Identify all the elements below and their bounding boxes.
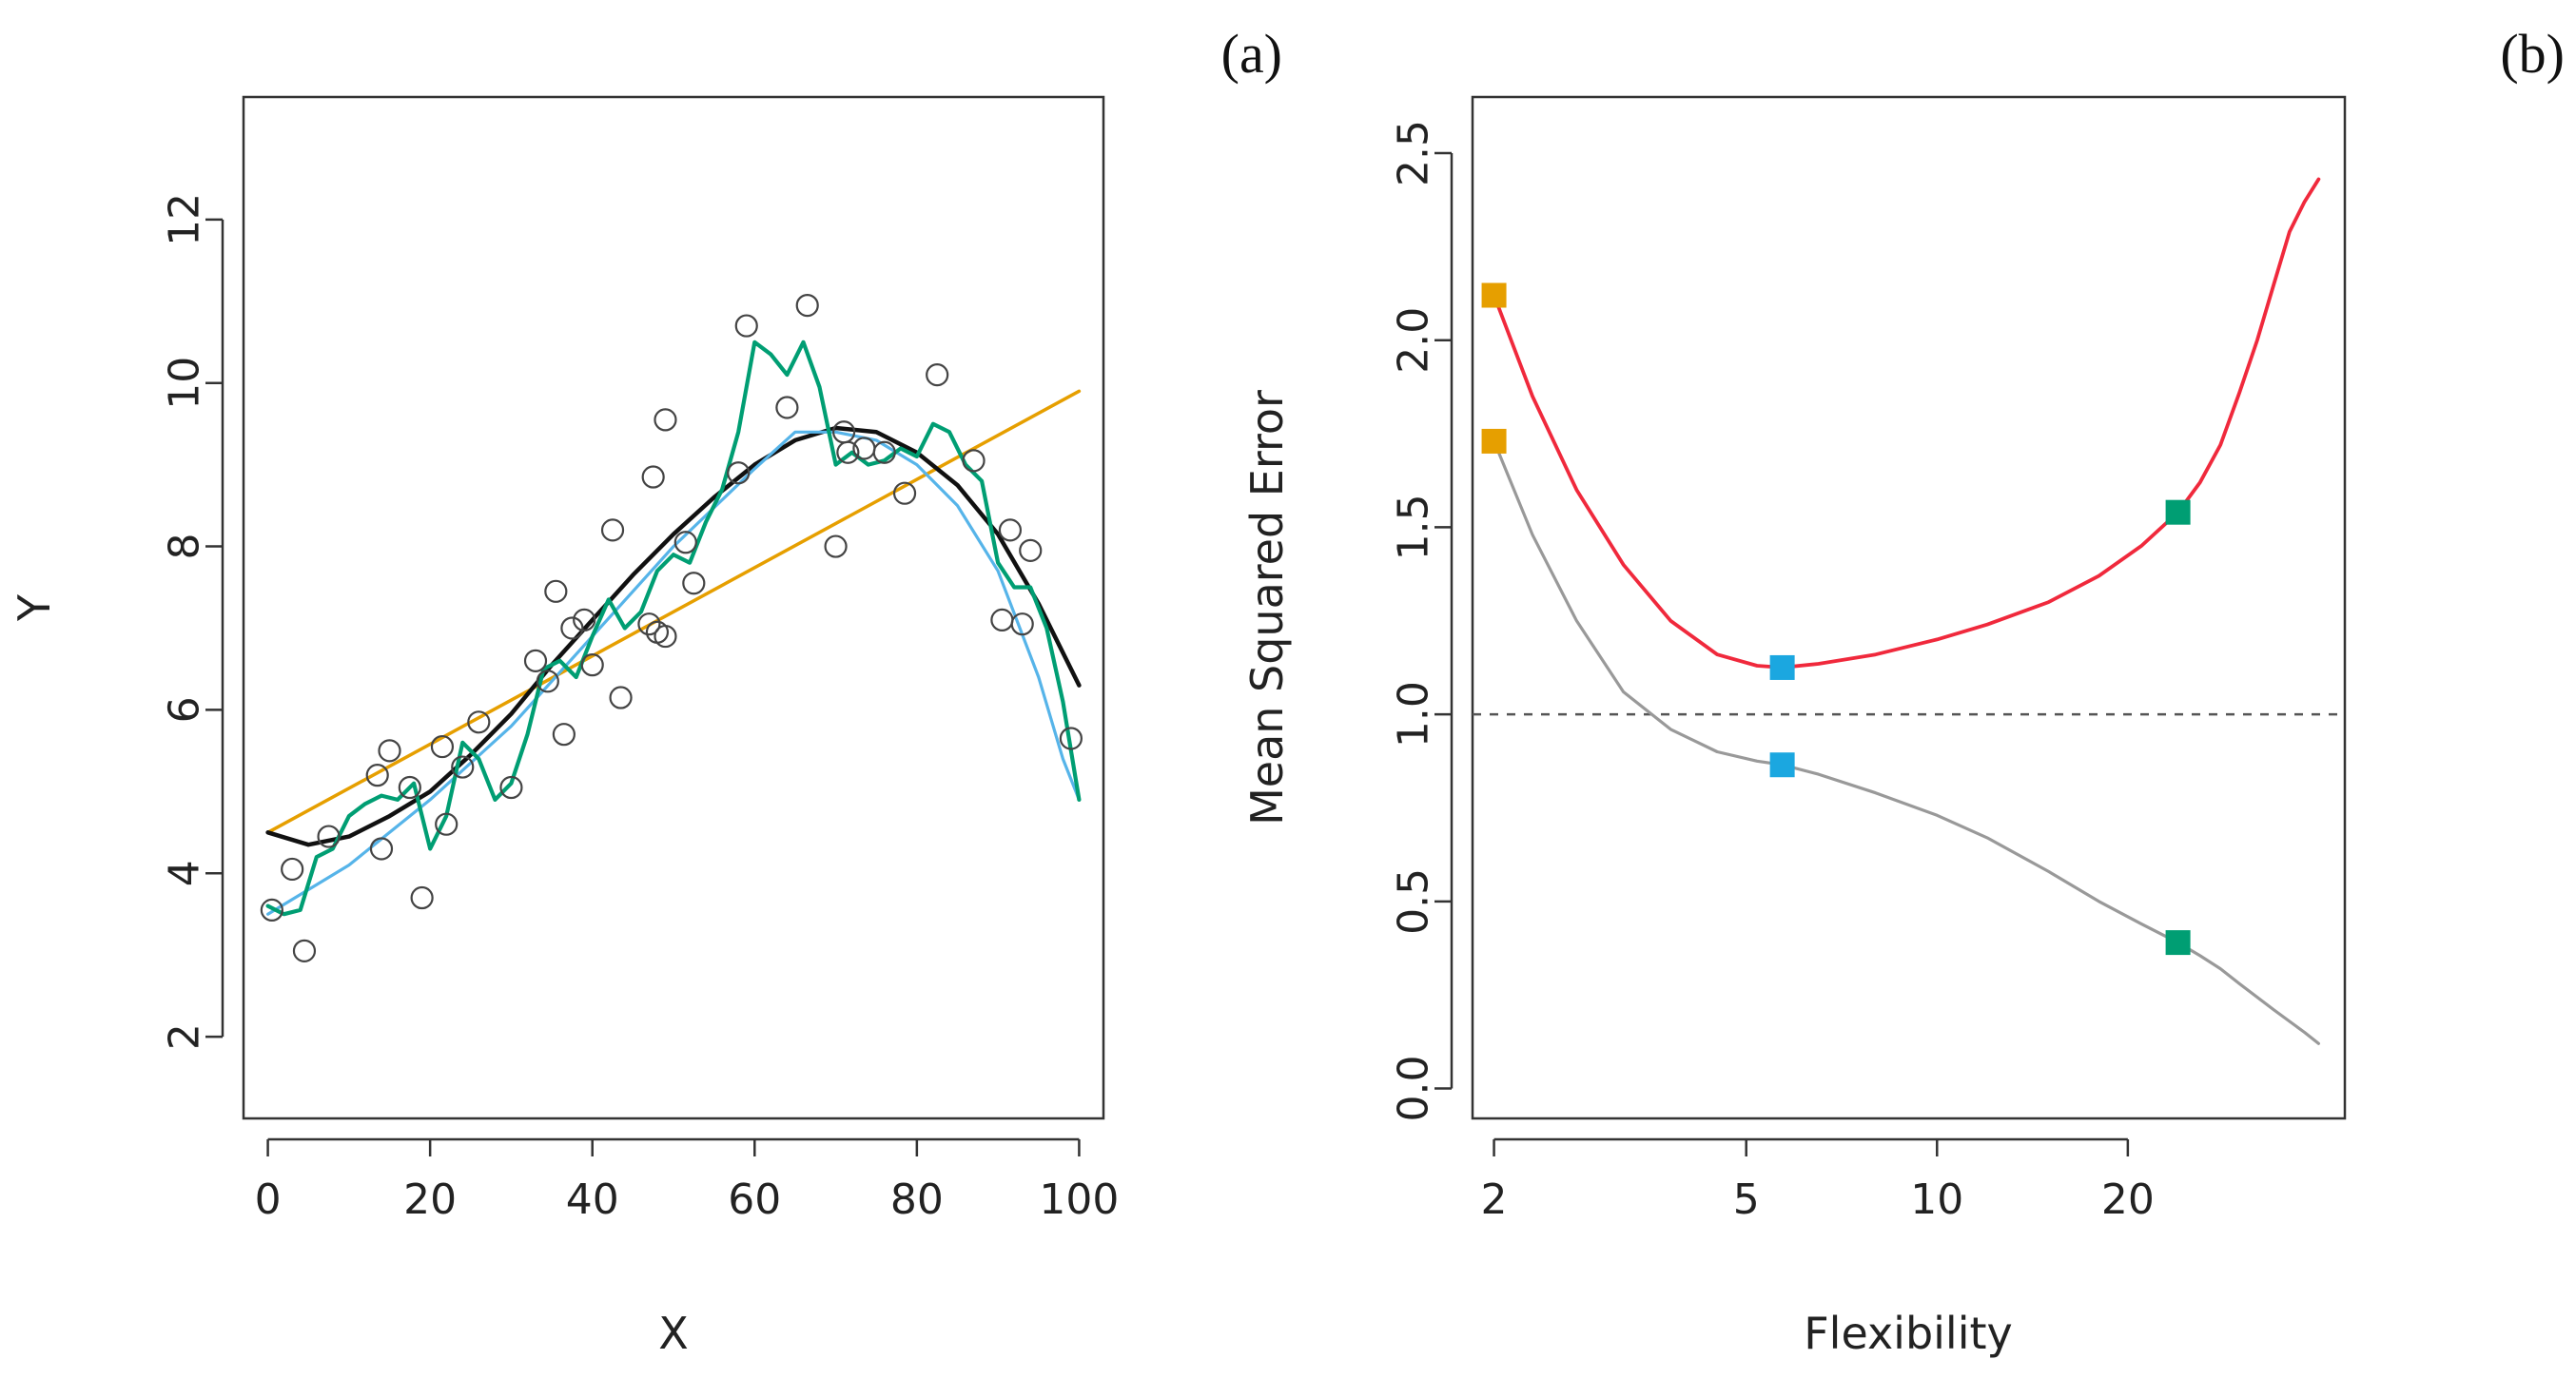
data-point: [398, 775, 421, 800]
x-axis-title-a: X: [658, 1308, 689, 1359]
marker-square: [1481, 282, 1507, 308]
data-point: [872, 440, 896, 464]
fit-lines-a: [265, 340, 1082, 917]
series-line-1: [1493, 439, 2320, 1045]
x-tick-label: 60: [728, 1175, 781, 1224]
y-tick-label: 8: [161, 534, 209, 560]
x-tick-label: 80: [890, 1175, 944, 1224]
y-tick-label: 1.0: [1390, 681, 1438, 748]
data-point: [775, 396, 799, 419]
data-point: [544, 579, 568, 603]
x-axis-title-b: Flexibility: [1804, 1308, 2013, 1359]
axes-a: 0 20 40 60 80 100 2 4 6 8 10 12: [161, 193, 1120, 1224]
data-point: [990, 608, 1014, 631]
y-tick-label: 1.5: [1390, 494, 1438, 560]
data-point: [523, 649, 548, 672]
data-point: [1019, 538, 1043, 562]
data-point: [734, 314, 758, 338]
y-tick-label: 2.5: [1390, 120, 1438, 186]
data-point: [552, 723, 576, 747]
series-line-1: [265, 425, 1082, 847]
panel-label-b: (b): [2500, 23, 2565, 85]
series-line-0: [1492, 177, 2321, 670]
y-tick-label: 0.5: [1390, 868, 1438, 935]
plot-frame-b: [1471, 95, 2347, 1120]
data-point: [641, 465, 665, 489]
data-point: [637, 612, 661, 636]
x-tick-label: 20: [2101, 1175, 2155, 1224]
marker-square: [1769, 654, 1795, 680]
data-point: [499, 775, 523, 800]
data-point: [998, 518, 1023, 542]
marker-square: [2165, 499, 2191, 525]
data-point: [281, 857, 304, 882]
data-point: [369, 837, 394, 861]
x-tick-label: 40: [566, 1175, 619, 1224]
data-point: [962, 449, 986, 473]
panel-a: (a) X Y 0 20 40 60 80 100 2 4 6 8 10 12: [9, 23, 1282, 1359]
data-point: [467, 710, 491, 734]
data-point: [560, 616, 584, 640]
y-tick-label: 10: [161, 357, 209, 410]
data-point: [260, 898, 283, 923]
data-point: [824, 534, 848, 558]
data-point: [365, 764, 389, 787]
data-points-a: [260, 293, 1083, 962]
marker-square: [2165, 930, 2191, 956]
data-point: [410, 885, 434, 910]
data-point: [892, 481, 917, 505]
y-tick-label: 2: [161, 1023, 209, 1050]
data-point: [609, 686, 633, 709]
y-tick-label: 6: [161, 696, 209, 723]
curves-b: [1473, 177, 2345, 1045]
data-point: [600, 518, 625, 542]
y-axis-title-a: Y: [9, 593, 60, 622]
data-point: [573, 608, 596, 631]
panel-b: (b) Flexibility Mean Squared Error 2 5 10 2…: [1241, 23, 2565, 1359]
data-point: [378, 739, 401, 763]
y-tick-label: 0.0: [1390, 1056, 1438, 1122]
data-point: [580, 653, 604, 677]
data-point: [654, 408, 677, 432]
x-tick-label: 2: [1481, 1175, 1508, 1224]
x-tick-label: 5: [1733, 1175, 1760, 1224]
data-point: [727, 461, 751, 485]
series-line-0: [265, 389, 1082, 835]
data-point: [536, 670, 559, 693]
data-point: [435, 812, 459, 836]
panel-label-a: (a): [1221, 23, 1282, 85]
data-point: [292, 939, 317, 962]
data-point: [795, 293, 819, 318]
x-tick-label: 100: [1039, 1175, 1119, 1224]
y-axis-title-b: Mean Squared Error: [1241, 390, 1293, 825]
data-point: [673, 531, 697, 554]
y-tick-label: 2.0: [1390, 307, 1438, 374]
y-tick-label: 4: [161, 860, 209, 886]
y-tick-label: 12: [161, 193, 209, 246]
data-point: [836, 440, 860, 464]
x-tick-label: 10: [1910, 1175, 1963, 1224]
data-point: [654, 624, 677, 649]
data-point: [926, 363, 949, 387]
axes-b: 2 5 10 20 0.0 0.5 1.0 1.5 2.0 2.5: [1390, 120, 2155, 1224]
series-line-2: [266, 430, 1081, 916]
data-point: [317, 825, 341, 848]
data-point: [1010, 612, 1034, 636]
data-point: [430, 734, 455, 759]
markers-b: [1481, 282, 2191, 956]
marker-square: [1769, 752, 1795, 778]
x-tick-label: 0: [255, 1175, 282, 1224]
data-point: [1059, 727, 1083, 750]
plot-frame-a: [242, 95, 1105, 1120]
x-tick-label: 20: [403, 1175, 457, 1224]
marker-square: [1481, 428, 1507, 454]
data-point: [682, 572, 706, 595]
data-point: [451, 755, 475, 779]
